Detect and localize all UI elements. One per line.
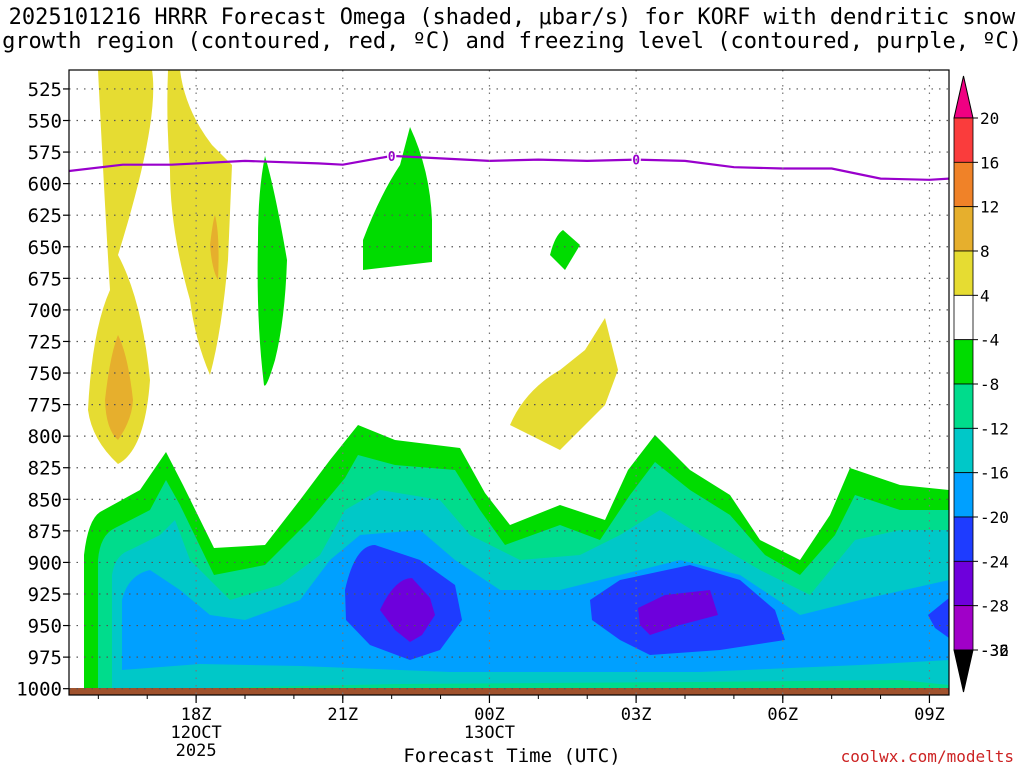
plot-area: 00 [69, 70, 949, 695]
y-axis: 525 550 575 600 625 650 675 700 725 750 775 800 825 8… [16, 79, 69, 701]
y-tick-label: 550 [28, 111, 62, 133]
x-tick-label: 18Z [181, 705, 212, 725]
y-tick-label: 850 [28, 489, 62, 511]
x-tick-label: 21Z [327, 705, 358, 725]
colorbar-top-arrow [953, 75, 974, 119]
colorbar-tick-label: -28 [980, 597, 1009, 616]
y-tick-label: 725 [28, 331, 62, 353]
x-tick-sublabel: 13OCT [464, 723, 515, 743]
y-tick-label: 925 [28, 584, 62, 606]
colorbar-tick-label: -32 [980, 641, 1009, 660]
x-tick-label: 03Z [621, 705, 652, 725]
colorbar-bottom-arrow [953, 649, 974, 693]
x-tick-sublabel: 12OCT [171, 723, 222, 743]
omega-region-green-2 [257, 156, 287, 386]
colorbar-band [953, 161, 974, 208]
y-tick-label: 950 [28, 616, 62, 638]
omega-region-dark-blue-3 [928, 598, 949, 638]
colorbar-tick-label: -16 [980, 464, 1009, 483]
colorbar-tick-label: -36 [980, 641, 1009, 660]
x-axis-label: Forecast Time (UTC) [403, 745, 621, 767]
plot-frame [68, 69, 950, 696]
colorbar-tick-label: 8 [980, 242, 990, 261]
freezing-level-line [69, 154, 949, 181]
colorbar-tick-label: 4 [980, 286, 990, 305]
y-tick-label: 900 [28, 552, 62, 574]
omega-region-orange-2 [210, 215, 219, 280]
y-tick-label: 600 [28, 174, 62, 196]
y-tick-label: 525 [28, 79, 62, 101]
omega-region-blue-left [140, 589, 195, 660]
y-tick-label: 975 [28, 647, 62, 669]
colorbar-band [953, 250, 974, 296]
freezing-level-label: 0 [388, 150, 396, 165]
x-tick-label: 09Z [914, 705, 945, 725]
colorbar-tick-label: -24 [980, 552, 1009, 571]
omega-region-purple-2 [638, 590, 718, 635]
y-tick-label: 625 [28, 205, 62, 227]
colorbar-tick-label: -12 [980, 419, 1009, 438]
y-tick-label: 575 [28, 142, 62, 164]
y-tick-label: 750 [28, 363, 62, 385]
colorbar-band [953, 472, 974, 518]
colorbar-band [953, 117, 974, 163]
colorbar-tick-label: 20 [980, 109, 999, 128]
colorbar-band [953, 339, 974, 385]
colorbar: 20 16 12 8 4 -4 -8 -12 -16 -20 -24 -28 -32-36 [953, 75, 1009, 693]
colorbar-band [953, 383, 974, 429]
y-tick-label: 1000 [16, 679, 62, 701]
omega-region-green-4 [550, 230, 580, 270]
colorbar-band [953, 605, 974, 651]
y-tick-label: 700 [28, 300, 62, 322]
chart-title: 2025101216 HRRR Forecast Omega (shaded, … [0, 6, 1024, 54]
colorbar-tick-label: 12 [980, 198, 999, 217]
title-line-2: growth region (contoured, red, ºC) and f… [2, 29, 1022, 54]
colorbar-band [953, 206, 974, 252]
colorbar-band [953, 427, 974, 474]
colorbar-tick-label: -4 [980, 331, 999, 350]
title-line-1: 2025101216 HRRR Forecast Omega (shaded, … [8, 5, 1016, 30]
y-tick-label: 825 [28, 458, 62, 480]
omega-region-purple-1 [380, 578, 435, 642]
ground-band [69, 688, 949, 695]
colorbar-tick-label: -8 [980, 375, 999, 394]
y-tick-label: 875 [28, 521, 62, 543]
colorbar-band [953, 516, 974, 562]
omega-region-yellow-3 [510, 318, 618, 450]
omega-region-orange-1 [105, 335, 133, 440]
omega-region-yellow-2 [167, 70, 232, 375]
colorbar-tick-label: 16 [980, 153, 999, 172]
y-tick-label: 650 [28, 237, 62, 259]
omega-region-green-3 [363, 127, 432, 270]
colorbar-tick-label: -20 [980, 508, 1009, 527]
y-tick-label: 800 [28, 426, 62, 448]
y-tick-label: 675 [28, 268, 62, 290]
colorbar-band [953, 560, 974, 607]
y-tick-label: 775 [28, 395, 62, 417]
x-tick-label: 06Z [767, 705, 798, 725]
colorbar-band [953, 294, 974, 341]
credit-text: coolwx.com/modelts [840, 747, 1014, 766]
x-tick-label: 00Z [474, 705, 505, 725]
omega-region-yellow-1 [88, 70, 154, 464]
x-tick-sublabel: 2025 [176, 741, 217, 761]
